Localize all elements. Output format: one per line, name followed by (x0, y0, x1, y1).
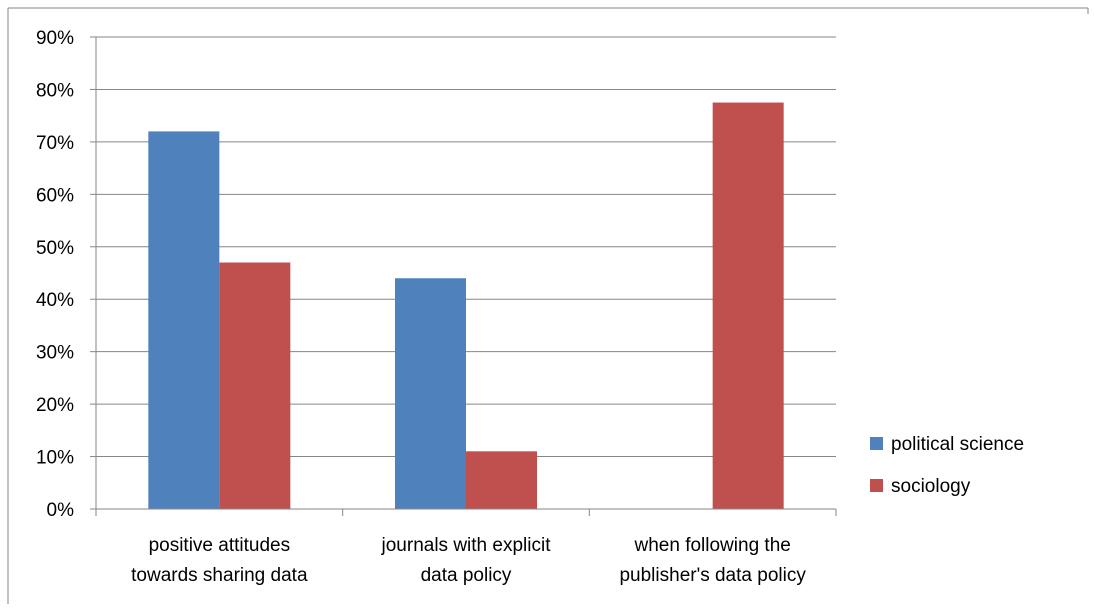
bar (712, 102, 784, 510)
bar (219, 262, 291, 509)
legend-swatch (870, 437, 883, 450)
legend-label: sociology (891, 476, 971, 497)
x-category-label: when following the publisher's data polic… (619, 535, 806, 586)
bar (466, 451, 537, 509)
y-tick-label: 20% (36, 395, 74, 416)
y-tick-label: 60% (36, 185, 74, 206)
x-category-label: journals with explicit data policy (381, 535, 552, 586)
x-category-label-line: when following the (634, 535, 791, 556)
y-tick-label: 0% (47, 500, 75, 521)
y-tick-label: 90% (36, 28, 74, 49)
x-category-label-line: positive attitudes (149, 535, 291, 556)
x-category-label-line: publisher's data policy (619, 565, 806, 586)
x-category-label-line: towards sharing data (131, 565, 308, 586)
bars (148, 102, 784, 510)
y-tick-label: 50% (36, 238, 74, 259)
y-tick-label: 80% (36, 80, 74, 101)
y-tick-label: 10% (36, 448, 74, 469)
y-tick-label: 70% (36, 133, 74, 154)
x-category-label-line: data policy (421, 565, 512, 586)
y-tick-label: 40% (36, 290, 74, 311)
x-axis-category-labels: positive attitudes towards sharing data jo… (131, 535, 806, 586)
x-category-label-line: journals with explicit (381, 535, 552, 556)
y-tick-label: 30% (36, 343, 74, 364)
x-category-label: positive attitudes towards sharing data (131, 535, 308, 586)
legend-swatch (870, 479, 883, 492)
y-axis-tick-labels: 0% 10% 20% 30% 40% 50% 60% 70% 80% 90% (36, 28, 74, 521)
bar (148, 131, 220, 509)
bar (395, 278, 466, 509)
legend: political science sociology (870, 434, 1024, 497)
axes (90, 36, 837, 516)
legend-label: political science (891, 434, 1024, 455)
